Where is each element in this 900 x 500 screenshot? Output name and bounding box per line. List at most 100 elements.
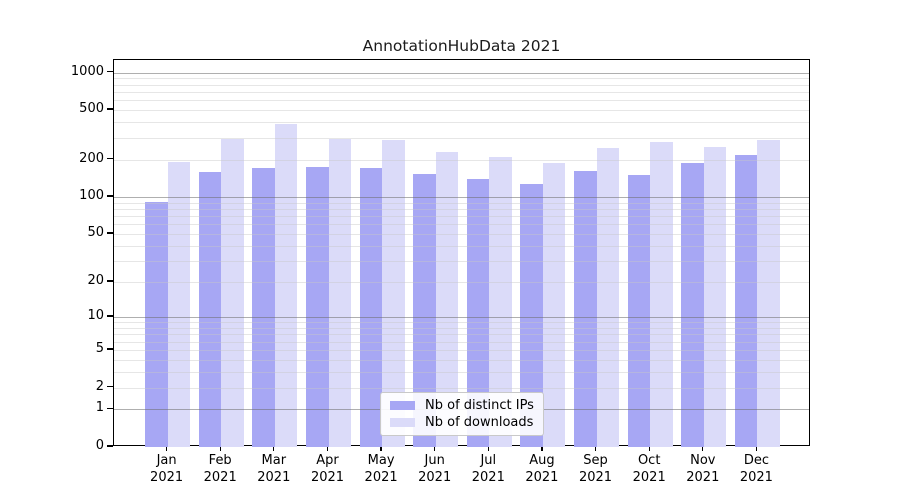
bar-downloads-feb — [221, 139, 244, 447]
month-label-mar: Mar — [261, 453, 287, 468]
bar-downloads-aug — [542, 162, 566, 447]
bar-downloads-apr — [328, 139, 351, 447]
y-tick-label-2: 2 — [95, 378, 104, 394]
grid-layer — [114, 60, 809, 445]
month-label-may: May — [367, 453, 395, 468]
y-tick-1000 — [107, 70, 113, 73]
y-tick-label-1: 1 — [95, 400, 104, 416]
minor-gridline-500 — [114, 110, 809, 112]
bar-downloads-sep — [596, 147, 619, 447]
legend-swatch-distinct-ips — [390, 401, 415, 410]
y-tick-5 — [107, 348, 113, 350]
month-label-apr: Apr — [316, 453, 339, 468]
bar-downloads-jan — [167, 162, 191, 447]
plot-area — [113, 59, 810, 447]
major-gridline-1000 — [114, 72, 809, 74]
month-label-sep: Sep — [583, 453, 608, 468]
x-tick-dec — [755, 446, 758, 451]
y-tick-2 — [107, 385, 113, 388]
bar-distinct-ips-may — [359, 168, 383, 447]
month-label-aug: Aug — [529, 453, 555, 468]
minor-gridline-900 — [114, 78, 809, 80]
x-tick-jun — [434, 446, 436, 451]
y-tick-500 — [107, 108, 113, 110]
minor-gridline-200 — [114, 159, 809, 161]
bar-distinct-ips-jun — [413, 174, 436, 447]
month-label-oct: Oct — [637, 453, 661, 468]
y-tick-label-100: 100 — [79, 187, 104, 203]
x-tick-sep — [594, 446, 597, 451]
year-label-nov: 2021 — [686, 470, 720, 485]
bar-distinct-ips-jan — [145, 201, 168, 447]
bar-distinct-ips-dec — [734, 155, 758, 447]
x-tick-label-may: May 2021 — [353, 452, 409, 486]
minor-gridline-70 — [114, 216, 809, 217]
minor-gridline-300 — [114, 137, 809, 139]
bar-distinct-ips-sep — [574, 170, 597, 447]
x-tick-label-aug: Aug 2021 — [514, 452, 570, 486]
minor-gridline-7 — [114, 334, 809, 336]
y-tick-200 — [107, 157, 113, 160]
x-tick-label-oct: Oct 2021 — [621, 452, 677, 486]
y-tick-label-10: 10 — [87, 308, 104, 323]
year-label-may: 2021 — [364, 470, 398, 485]
year-label-jun: 2021 — [418, 470, 452, 485]
y-tick-10 — [107, 315, 113, 317]
bar-downloads-jul — [489, 157, 512, 447]
year-label-jan: 2021 — [150, 470, 184, 485]
major-gridline-100 — [114, 196, 809, 198]
x-tick-label-nov: Nov 2021 — [675, 452, 731, 486]
bars-layer — [114, 60, 809, 447]
bar-distinct-ips-mar — [252, 168, 275, 447]
y-tick-label-20: 20 — [87, 273, 104, 288]
x-tick-mar — [273, 446, 275, 451]
legend-label-downloads: Nb of downloads — [425, 415, 534, 430]
x-tick-may — [380, 446, 382, 451]
minor-gridline-4 — [114, 359, 809, 361]
minor-gridline-5 — [114, 349, 809, 351]
year-label-apr: 2021 — [310, 470, 345, 485]
minor-gridline-20 — [114, 282, 809, 283]
minor-gridline-6 — [114, 341, 809, 343]
x-tick-label-mar: Mar 2021 — [246, 452, 302, 486]
bar-downloads-mar — [274, 123, 298, 447]
minor-gridline-400 — [114, 122, 809, 124]
year-label-oct: 2021 — [632, 470, 666, 485]
bar-distinct-ips-apr — [306, 167, 329, 447]
minor-gridline-30 — [114, 260, 809, 262]
year-label-sep: 2021 — [578, 470, 613, 485]
y-tick-label-500: 500 — [79, 101, 104, 117]
x-tick-jan — [165, 446, 168, 451]
y-tick-50 — [107, 232, 113, 234]
year-label-feb: 2021 — [203, 470, 237, 485]
minor-gridline-800 — [114, 84, 809, 86]
year-label-dec: 2021 — [739, 470, 773, 485]
y-tick-label-5: 5 — [95, 340, 104, 356]
month-label-feb: Feb — [208, 453, 232, 468]
minor-gridline-600 — [114, 100, 809, 102]
year-label-mar: 2021 — [257, 470, 291, 485]
x-tick-label-jan: Jan 2021 — [139, 452, 195, 486]
bar-downloads-jun — [435, 151, 459, 447]
y-tick-0 — [107, 445, 113, 447]
x-tick-label-sep: Sep 2021 — [568, 452, 624, 486]
bar-distinct-ips-feb — [198, 172, 222, 447]
minor-gridline-3 — [114, 371, 809, 373]
month-label-jun: Jun — [424, 453, 445, 468]
y-tick-1 — [107, 407, 113, 410]
legend-item-distinct-ips: Nb of distinct IPs — [390, 398, 534, 413]
legend-item-downloads: Nb of downloads — [390, 415, 534, 430]
minor-gridline-90 — [114, 202, 809, 204]
year-label-jul: 2021 — [471, 470, 505, 485]
y-tick-20 — [107, 280, 113, 282]
legend: Nb of distinct IPs Nb of downloads — [380, 392, 544, 436]
minor-gridline-50 — [114, 233, 809, 235]
x-tick-label-apr: Apr 2021 — [300, 452, 356, 486]
bar-downloads-nov — [703, 146, 727, 447]
x-tick-label-feb: Feb 2021 — [192, 452, 248, 486]
x-tick-jul — [487, 446, 489, 451]
x-tick-label-jul: Jul 2021 — [460, 452, 516, 486]
minor-gridline-60 — [114, 224, 809, 226]
bar-downloads-may — [382, 140, 405, 447]
